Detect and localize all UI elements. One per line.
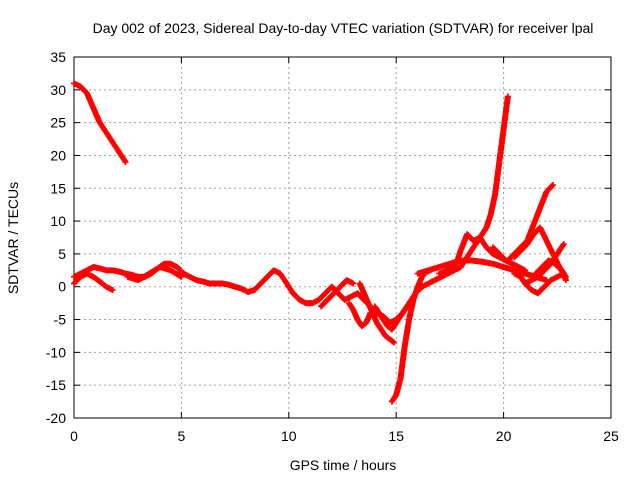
data-point bbox=[550, 181, 557, 188]
y-tick-label: -10 bbox=[46, 344, 66, 360]
axis-ticks: -20 -15 -10 -5 0 5 10 15 20 25 30 35 0 5 10 15 20 25 bbox=[46, 49, 619, 444]
series-seg-steep-rise bbox=[388, 267, 434, 405]
y-tick-label: -20 bbox=[46, 410, 66, 426]
series-seg-spike-a bbox=[457, 93, 511, 271]
series-layer bbox=[71, 80, 569, 405]
x-axis-title: GPS time / hours bbox=[290, 457, 397, 473]
data-point bbox=[350, 280, 357, 287]
y-tick-label: 30 bbox=[50, 82, 66, 98]
series-seg-dip-b bbox=[318, 277, 357, 310]
data-point bbox=[178, 273, 185, 280]
series-seg-baseline-b bbox=[71, 270, 116, 294]
series-seg-tail-d bbox=[532, 257, 569, 284]
x-tick-label: 0 bbox=[70, 428, 78, 444]
x-tick-label: 20 bbox=[496, 428, 512, 444]
data-point bbox=[562, 277, 569, 284]
series-seg-spike-b bbox=[504, 181, 557, 264]
y-axis-title: SDTVAR / TECUs bbox=[5, 182, 21, 294]
series-seg-tail-e bbox=[489, 244, 529, 274]
x-tick-label: 15 bbox=[388, 428, 404, 444]
series-seg-dip-c bbox=[345, 300, 374, 330]
data-point bbox=[389, 338, 396, 345]
y-tick-label: 25 bbox=[50, 115, 66, 131]
data-point bbox=[549, 182, 556, 189]
y-tick-label: 0 bbox=[58, 279, 66, 295]
plot-frame bbox=[73, 56, 612, 419]
data-point bbox=[109, 287, 116, 294]
y-tick-label: -5 bbox=[54, 312, 67, 328]
series-seg-baseline-c bbox=[124, 264, 185, 284]
y-tick-label: 15 bbox=[50, 180, 66, 196]
data-point bbox=[560, 241, 567, 248]
chart-title: Day 002 of 2023, Sidereal Day-to-day VTE… bbox=[93, 20, 594, 36]
y-tick-label: 20 bbox=[50, 147, 66, 163]
x-tick-label: 25 bbox=[603, 428, 619, 444]
series-seg-dip-d bbox=[356, 280, 398, 346]
x-tick-label: 10 bbox=[281, 428, 297, 444]
y-tick-label: 10 bbox=[50, 213, 66, 229]
x-tick-label: 5 bbox=[178, 428, 186, 444]
data-point bbox=[522, 267, 529, 274]
data-point bbox=[122, 159, 129, 166]
y-tick-label: 5 bbox=[58, 246, 66, 262]
series-seg-early-high bbox=[71, 80, 129, 166]
data-point bbox=[391, 339, 398, 346]
y-tick-label: 35 bbox=[50, 49, 66, 65]
series-seg-baseline-a bbox=[71, 260, 297, 297]
data-point bbox=[504, 93, 511, 100]
y-tick-label: -15 bbox=[46, 377, 66, 393]
